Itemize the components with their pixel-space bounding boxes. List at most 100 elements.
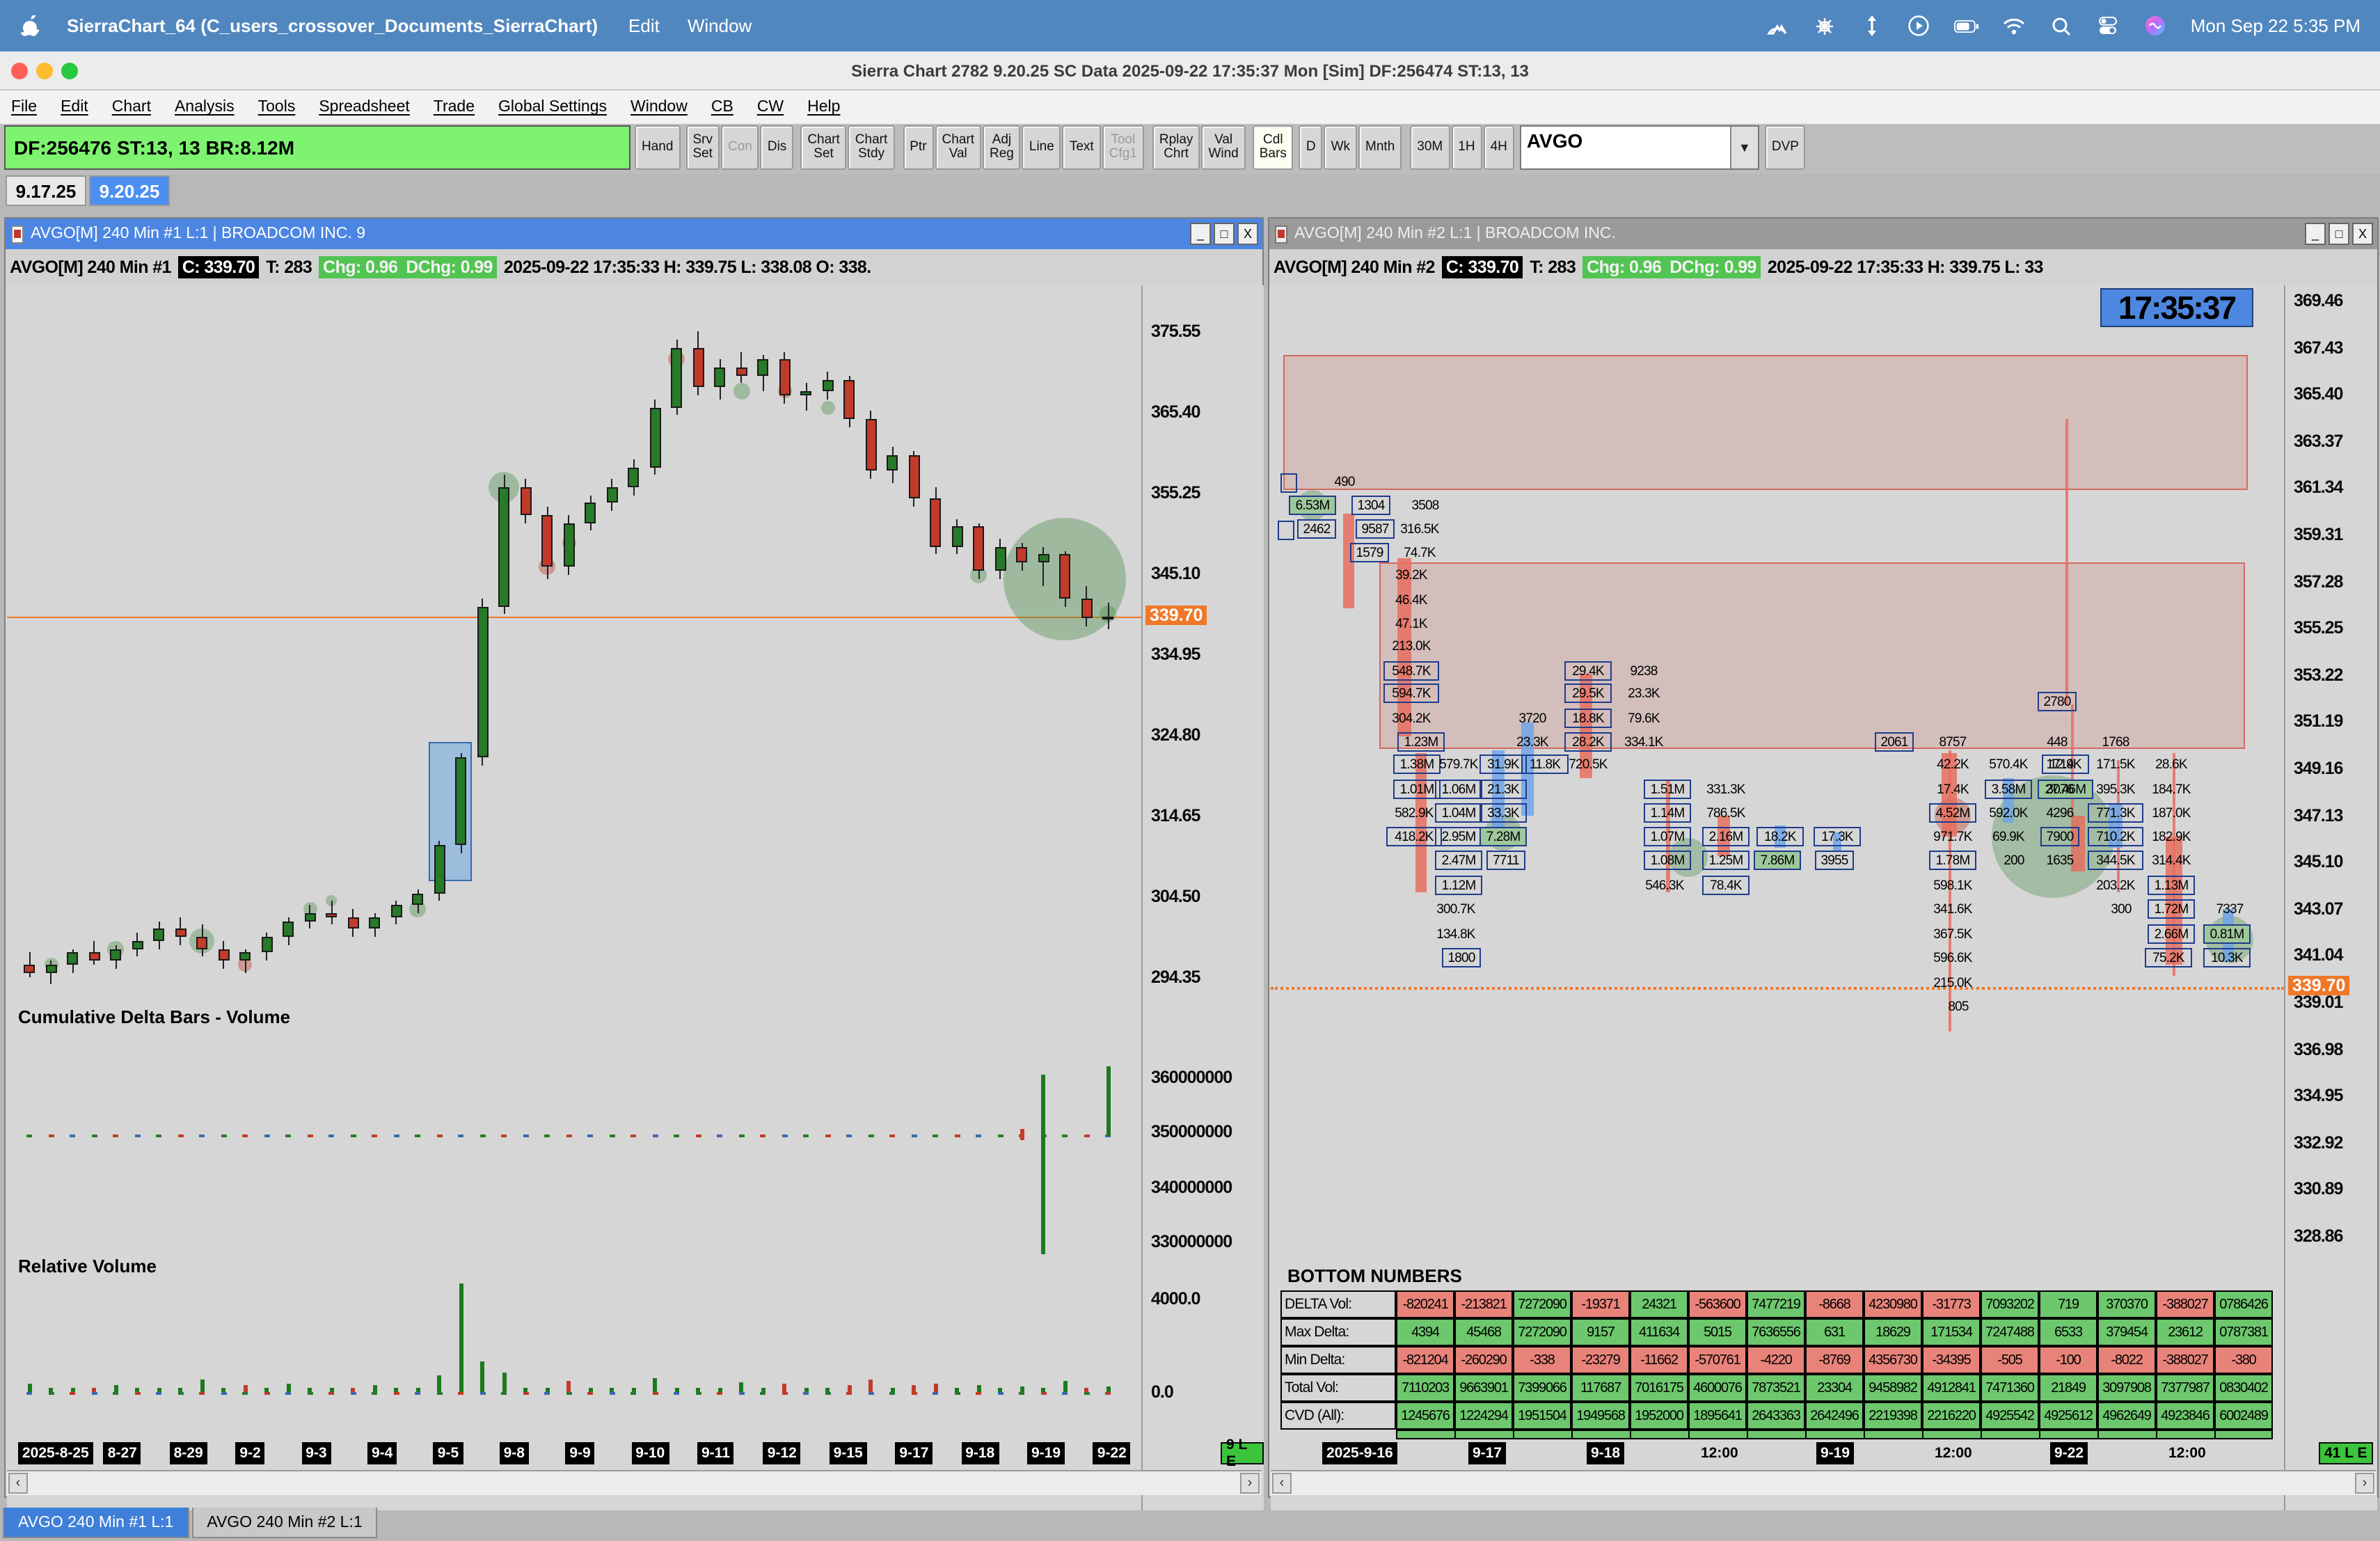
siri-icon[interactable] <box>2143 13 2168 38</box>
search-icon[interactable] <box>2049 13 2074 38</box>
menubar-clock[interactable]: Mon Sep 22 5:35 PM <box>2190 15 2361 36</box>
date-pill-9.17.25[interactable]: 9.17.25 <box>6 175 86 206</box>
toolbar-button-chart-val[interactable]: Chart Val <box>935 125 981 170</box>
scroll-left-icon[interactable]: ‹ <box>1272 1473 1292 1494</box>
symbol-combobox[interactable]: AVGO ▼ <box>1519 125 1759 170</box>
menu-edit[interactable]: Edit <box>61 99 88 116</box>
symbol-value[interactable]: AVGO <box>1526 129 1583 152</box>
menubar-item-edit[interactable]: Edit <box>628 15 660 36</box>
rv-dash <box>868 1392 873 1394</box>
toolbar-button-wk[interactable]: Wk <box>1324 125 1358 170</box>
rv-bar <box>92 1388 96 1392</box>
zoom-traffic-light[interactable] <box>61 62 78 79</box>
minimize-icon[interactable]: _ <box>1190 223 1211 245</box>
scroll-right-icon[interactable]: › <box>2355 1473 2374 1494</box>
toolbar-button-hand[interactable]: Hand <box>635 125 681 170</box>
table-cell: -34395 <box>1922 1346 1981 1374</box>
chart-tab[interactable]: AVGO 240 Min #1 L:1 <box>3 1508 189 1538</box>
minimize-icon[interactable]: _ <box>2305 223 2326 245</box>
toolbar-button-mnth[interactable]: Mnth <box>1358 125 1402 170</box>
last-price-tag: 339.70 <box>2288 975 2350 995</box>
chart-tab[interactable]: AVGO 240 Min #2 L:1 <box>191 1508 378 1538</box>
chart2-plot-area[interactable]: 17:35:37 490 6.53M 1304 3508 2462 9587 316.5K 15… <box>1271 285 2284 1510</box>
toolbar-button-adj-reg[interactable]: Adj Reg <box>983 125 1021 170</box>
toolbar-button-ptr[interactable]: Ptr <box>903 125 934 170</box>
toolbar-button-d[interactable]: D <box>1299 125 1323 170</box>
chart2-titlebar[interactable]: AVGO[M] 240 Min #2 L:1 | BROADCOM INC. _… <box>1269 219 2377 249</box>
chevron-down-icon[interactable]: ▼ <box>1729 127 1758 168</box>
rv-dash <box>307 1392 312 1394</box>
profile-cell: 2780 <box>2037 692 2077 711</box>
menu-chart[interactable]: Chart <box>111 99 151 116</box>
control-center-icon[interactable] <box>2096 13 2121 38</box>
toolbar-button-rplay-chrt[interactable]: Rplay Chrt <box>1152 125 1200 170</box>
chart1-titlebar[interactable]: AVGO[M] 240 Min #1 L:1 | BROADCOM INC. 9… <box>6 219 1262 249</box>
cd-dash <box>415 1135 420 1137</box>
profile-cell: 1.04M <box>1434 803 1483 823</box>
toolbar-button-dis[interactable]: Dis <box>760 125 794 170</box>
menu-tools[interactable]: Tools <box>257 99 296 116</box>
maximize-icon[interactable]: □ <box>2329 223 2349 245</box>
date-pill-9.20.25[interactable]: 9.20.25 <box>89 175 170 206</box>
apple-logo-icon[interactable] <box>17 13 42 38</box>
scroll-right-icon[interactable]: › <box>1240 1473 1260 1494</box>
toolbar-button-dvp[interactable]: DVP <box>1764 125 1806 170</box>
toolbar-button-4h[interactable]: 4H <box>1483 125 1514 170</box>
toolbar-button-30m[interactable]: 30M <box>1410 125 1450 170</box>
date-label: 9-18 <box>961 1442 999 1464</box>
cd-dash <box>717 1135 722 1137</box>
toolbar-button-chart-stdy[interactable]: Chart Stdy <box>848 125 895 170</box>
nordvpn-icon[interactable] <box>1765 13 1790 38</box>
candle-body <box>822 379 833 392</box>
battery-icon[interactable] <box>1953 13 1979 38</box>
close-icon[interactable]: X <box>1237 223 1258 245</box>
rv-bar <box>113 1385 118 1392</box>
minimize-traffic-light[interactable] <box>36 62 53 79</box>
close-traffic-light[interactable] <box>11 62 28 79</box>
toolbar-button-line[interactable]: Line <box>1022 125 1061 170</box>
menu-trade[interactable]: Trade <box>433 99 475 116</box>
chart2-scrollbar[interactable]: ‹ › <box>1271 1470 2376 1495</box>
active-app-title[interactable]: SierraChart_64 (C_users_crossover_Docume… <box>67 15 598 36</box>
menu-help[interactable]: Help <box>807 99 841 116</box>
menu-window[interactable]: Window <box>630 99 688 116</box>
toolbar-button-1h[interactable]: 1H <box>1451 125 1482 170</box>
table-cell: 7272090 <box>1513 1318 1571 1346</box>
toolbar-button-val-wind[interactable]: Val Wind <box>1201 125 1246 170</box>
chart2-price-axis[interactable]: 369.46 367.43 365.40 363.37 361.34 359.31 357.… <box>2284 285 2377 1510</box>
asterisk-icon[interactable] <box>1812 13 1837 38</box>
date-label: 8-27 <box>103 1442 141 1464</box>
chart1-scrollbar[interactable]: ‹ › <box>7 1470 1261 1495</box>
menu-file[interactable]: File <box>11 99 38 116</box>
toolbar: DF:256476 ST:13, 13 BR:8.12M Hand Srv Set… <box>0 124 2380 174</box>
menu-cw[interactable]: CW <box>756 99 784 116</box>
menu-cb[interactable]: CB <box>711 99 733 116</box>
toolbar-button-cdl-bars[interactable]: Cdl Bars <box>1252 125 1294 170</box>
profile-cell: 187.0K <box>2152 805 2191 821</box>
chart1-plot-area[interactable]: Cumulative Delta Bars - Volume Relative V… <box>7 285 1141 1510</box>
toolbar-button-tool-cfg1[interactable]: Tool Cfg1 <box>1102 125 1144 170</box>
toolbar-button-chart-set[interactable]: Chart Set <box>800 125 847 170</box>
maximize-icon[interactable]: □ <box>1214 223 1235 245</box>
toolbar-button-con[interactable]: Con <box>720 125 759 170</box>
toolbar-button-text[interactable]: Text <box>1062 125 1101 170</box>
menu-global-settings[interactable]: Global Settings <box>498 99 608 116</box>
updown-arrows-icon[interactable] <box>1859 13 1885 38</box>
table-cell: 7247488 <box>1981 1318 2039 1346</box>
wifi-icon[interactable] <box>2001 13 2026 38</box>
menu-analysis[interactable]: Analysis <box>174 99 235 116</box>
table-cell: 2216220 <box>1922 1402 1981 1430</box>
toolbar-button-srv-set[interactable]: Srv Set <box>685 125 720 170</box>
chart1-price-axis[interactable]: 375.55 365.40 355.25 345.10 334.95 324.80 314.… <box>1141 285 1264 1510</box>
menubar-item-window[interactable]: Window <box>687 15 752 36</box>
play-circle-icon[interactable] <box>1907 13 1932 38</box>
candle-body <box>412 893 423 906</box>
rv-dash <box>350 1392 356 1394</box>
close-icon[interactable]: X <box>2352 223 2373 245</box>
scroll-left-icon[interactable]: ‹ <box>8 1473 28 1494</box>
cd-dash <box>652 1135 658 1137</box>
ohlc-label: 2025-09-22 17:35:33 H: 339.75 L: 338.08 … <box>503 257 871 276</box>
profile-cell: 17.3K <box>1813 827 1862 846</box>
menu-spreadsheet[interactable]: Spreadsheet <box>319 99 410 116</box>
